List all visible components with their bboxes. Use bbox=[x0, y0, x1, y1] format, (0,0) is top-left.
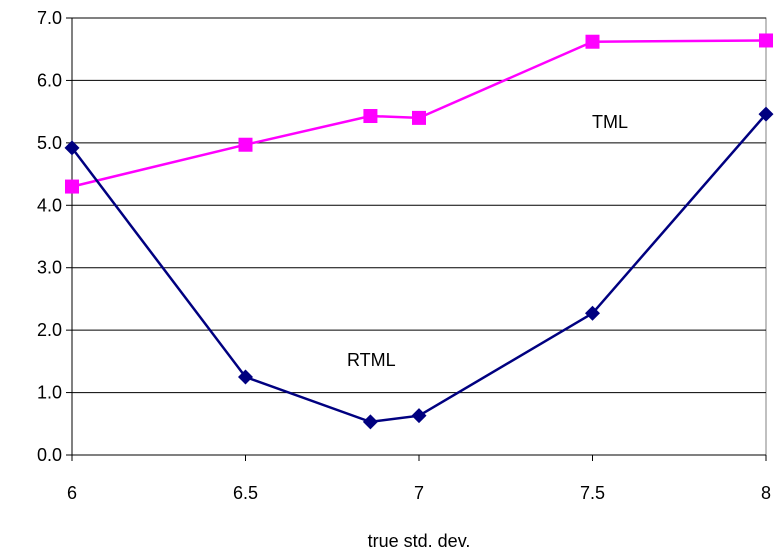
x-tick-label: 8 bbox=[761, 483, 771, 503]
data-point-tml bbox=[585, 34, 600, 49]
data-point-rtml bbox=[238, 369, 253, 385]
x-tick-label: 7 bbox=[414, 483, 424, 503]
x-tick-label: 6 bbox=[67, 483, 77, 503]
x-tick-label: 7.5 bbox=[580, 483, 605, 503]
series-rtml bbox=[64, 106, 774, 430]
data-point-rtml bbox=[64, 140, 80, 156]
x-axis-ticks: 6 6.5 7 7.5 8 bbox=[67, 455, 771, 503]
data-point-rtml bbox=[758, 106, 774, 122]
x-tick-label: 6.5 bbox=[233, 483, 258, 503]
x-axis-title: true std. dev. bbox=[368, 531, 471, 551]
y-tick-label: 3.0 bbox=[37, 258, 62, 278]
data-point-tml bbox=[65, 179, 79, 194]
y-tick-label: 7.0 bbox=[37, 8, 62, 28]
data-point-rtml bbox=[362, 414, 378, 430]
data-point-tml bbox=[412, 110, 426, 125]
series-line-tml bbox=[71, 39, 767, 188]
y-axis-ticks: 0.0 1.0 2.0 3.0 4.0 5.0 6.0 7.0 bbox=[37, 8, 72, 465]
data-point-tml bbox=[238, 137, 253, 152]
series-layer bbox=[64, 33, 774, 430]
gridlines bbox=[72, 17, 766, 394]
y-tick-label: 6.0 bbox=[37, 70, 62, 90]
y-tick-label: 2.0 bbox=[37, 320, 62, 340]
y-tick-label: 5.0 bbox=[37, 133, 62, 153]
series-label-rtml: RTML bbox=[347, 350, 396, 370]
series-label-tml: TML bbox=[592, 112, 628, 132]
series-tml bbox=[65, 33, 773, 194]
y-tick-label: 1.0 bbox=[37, 383, 62, 403]
data-point-rtml bbox=[411, 408, 427, 424]
data-point-rtml bbox=[585, 305, 600, 321]
y-tick-label: 4.0 bbox=[37, 195, 62, 215]
data-point-tml bbox=[759, 33, 773, 48]
y-tick-label: 0.0 bbox=[37, 445, 62, 465]
data-point-tml bbox=[363, 109, 378, 124]
series-line-rtml bbox=[71, 113, 767, 424]
plot-area bbox=[71, 17, 767, 456]
